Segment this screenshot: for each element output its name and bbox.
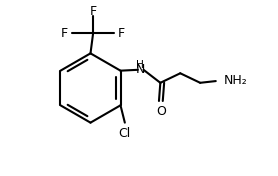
Text: F: F <box>61 27 68 40</box>
Text: NH₂: NH₂ <box>224 74 247 87</box>
Text: N: N <box>136 63 145 76</box>
Text: F: F <box>118 27 125 40</box>
Text: F: F <box>90 5 97 18</box>
Text: H: H <box>136 60 144 70</box>
Text: O: O <box>156 105 166 118</box>
Text: Cl: Cl <box>119 127 131 140</box>
